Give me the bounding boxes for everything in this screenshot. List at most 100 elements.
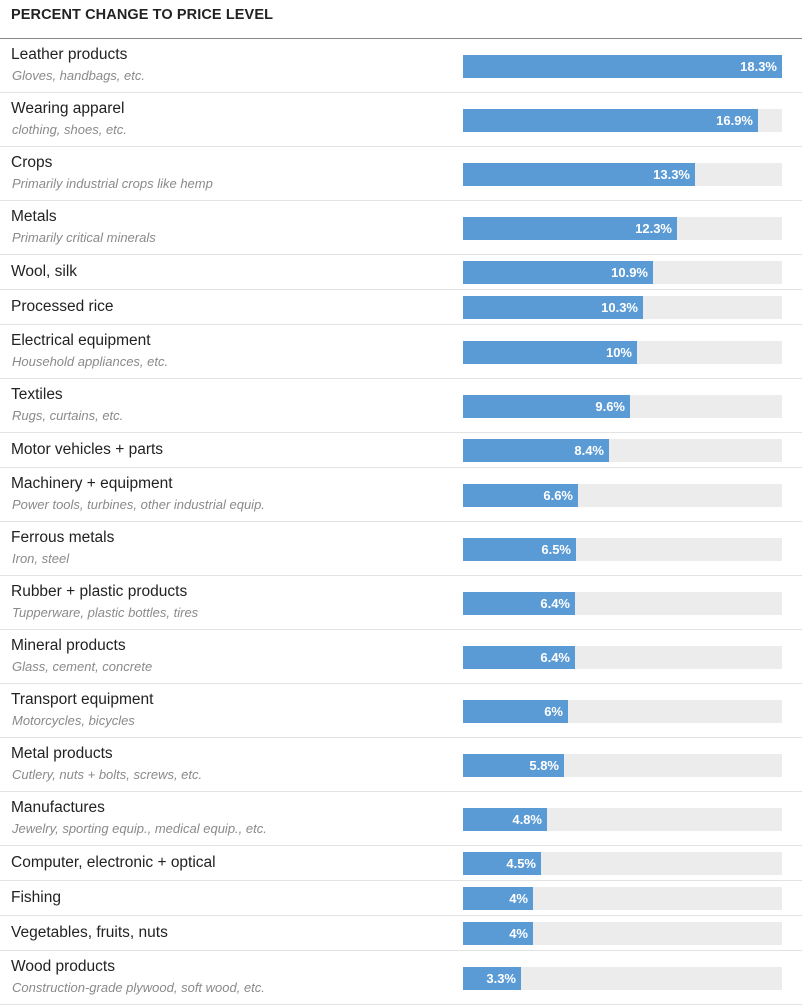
bar-track: 6.6%	[463, 484, 782, 507]
bar-row: Transport equipment Motorcycles, bicycles…	[0, 684, 802, 738]
bar-row: Wool, silk 10.9%	[0, 255, 802, 290]
row-divider	[0, 254, 802, 255]
row-divider	[0, 915, 802, 916]
bar	[463, 646, 575, 669]
category-label: Processed rice	[11, 298, 114, 315]
bar-row: Electrical equipment Household appliances…	[0, 325, 802, 379]
row-divider	[0, 200, 802, 201]
category-label: Vegetables, fruits, nuts	[11, 924, 168, 941]
bar	[463, 852, 541, 875]
bar-row: Manufactures Jewelry, sporting equip., me…	[0, 792, 802, 846]
data-label: 4%	[509, 891, 528, 906]
bar	[463, 538, 576, 561]
category-sublabel: Power tools, turbines, other industrial …	[12, 497, 265, 512]
row-divider	[0, 432, 802, 433]
bar	[463, 109, 758, 132]
bar-track: 16.9%	[463, 109, 782, 132]
bar-track: 13.3%	[463, 163, 782, 186]
category-label: Wood products	[11, 958, 115, 975]
bar-track: 10.3%	[463, 296, 782, 319]
category-sublabel: Primarily industrial crops like hemp	[12, 176, 213, 191]
row-divider	[0, 845, 802, 846]
data-label: 6.5%	[541, 542, 571, 557]
bar-row: Processed rice 10.3%	[0, 290, 802, 325]
bar-row: Fishing 4%	[0, 881, 802, 916]
category-label: Metals	[11, 208, 57, 225]
row-divider	[0, 324, 802, 325]
bar-row: Vegetables, fruits, nuts 4%	[0, 916, 802, 951]
row-divider	[0, 146, 802, 147]
row-divider	[0, 737, 802, 738]
row-divider	[0, 521, 802, 522]
data-label: 4%	[509, 926, 528, 941]
bar-track: 10.9%	[463, 261, 782, 284]
bar-row: Wood products Construction-grade plywood,…	[0, 951, 802, 1005]
category-label: Textiles	[11, 386, 63, 403]
data-label: 18.3%	[740, 59, 777, 74]
bar-track: 8.4%	[463, 439, 782, 462]
bar	[463, 967, 521, 990]
bar-row: Leather products Gloves, handbags, etc. 18…	[0, 39, 802, 93]
category-sublabel: Motorcycles, bicycles	[12, 713, 135, 728]
category-label: Wearing apparel	[11, 100, 125, 117]
bar-row: Computer, electronic + optical 4.5%	[0, 846, 802, 881]
data-label: 10%	[605, 345, 632, 360]
data-label: 3.3%	[486, 971, 516, 986]
data-label: 13.3%	[653, 167, 690, 182]
bar	[463, 395, 630, 418]
row-divider	[0, 575, 802, 576]
bar-track: 4%	[463, 922, 782, 945]
category-label: Transport equipment	[11, 691, 154, 708]
category-label: Electrical equipment	[11, 332, 151, 349]
category-sublabel: Household appliances, etc.	[12, 354, 169, 369]
data-label: 4.8%	[512, 812, 542, 827]
bar-track: 6.4%	[463, 592, 782, 615]
chart-title: PERCENT CHANGE TO PRICE LEVEL	[11, 7, 274, 23]
bar	[463, 296, 643, 319]
category-sublabel: Glass, cement, concrete	[12, 659, 153, 674]
bar	[463, 261, 653, 284]
row-divider	[0, 92, 802, 93]
data-label: 6.4%	[540, 596, 570, 611]
row-divider	[0, 1004, 802, 1005]
category-sublabel: Gloves, handbags, etc.	[12, 68, 145, 83]
bar-track: 4.5%	[463, 852, 782, 875]
title-rule	[0, 38, 802, 39]
category-label: Computer, electronic + optical	[11, 854, 216, 871]
category-label: Crops	[11, 154, 53, 171]
bar	[463, 808, 547, 831]
category-sublabel: Tupperware, plastic bottles, tires	[12, 605, 199, 620]
category-sublabel: Construction-grade plywood, soft wood, e…	[12, 980, 265, 995]
bar-track: 18.3%	[463, 55, 782, 78]
bar-row: Ferrous metals Iron, steel 6.5%	[0, 522, 802, 576]
bar	[463, 700, 568, 723]
bar	[463, 55, 782, 78]
data-label: 8.4%	[574, 443, 604, 458]
row-divider	[0, 629, 802, 630]
category-label: Motor vehicles + parts	[11, 441, 164, 458]
bar-track: 6.5%	[463, 538, 782, 561]
data-label: 6.6%	[543, 488, 573, 503]
bar	[463, 217, 677, 240]
bar-track: 9.6%	[463, 395, 782, 418]
category-label: Leather products	[11, 46, 128, 63]
bar-row: Motor vehicles + parts 8.4%	[0, 433, 802, 468]
bar-track: 5.8%	[463, 754, 782, 777]
bar	[463, 754, 564, 777]
bar	[463, 484, 578, 507]
bar	[463, 887, 533, 910]
data-label: 10.9%	[611, 265, 648, 280]
category-label: Machinery + equipment	[11, 475, 173, 492]
bar	[463, 592, 575, 615]
category-label: Ferrous metals	[11, 529, 115, 546]
category-label: Fishing	[11, 889, 61, 906]
category-sublabel: Iron, steel	[12, 551, 70, 566]
bar-track: 6%	[463, 700, 782, 723]
category-label: Manufactures	[11, 799, 105, 816]
bar	[463, 341, 637, 364]
bar	[463, 163, 695, 186]
bar	[463, 922, 533, 945]
data-label: 16.9%	[716, 113, 753, 128]
category-sublabel: clothing, shoes, etc.	[12, 122, 127, 137]
